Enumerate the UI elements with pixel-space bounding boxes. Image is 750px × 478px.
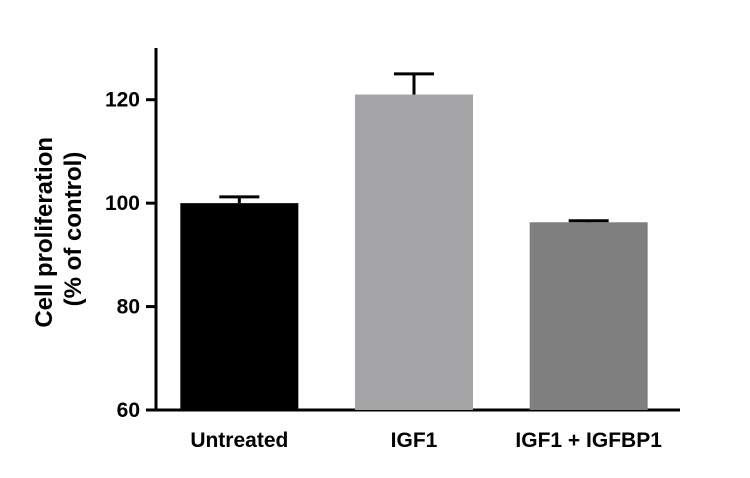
y-axis-title: Cell proliferation (% of control) bbox=[31, 130, 87, 327]
error-bars bbox=[219, 72, 609, 223]
bar bbox=[529, 222, 648, 410]
error-bar bbox=[568, 219, 609, 223]
y-ticks: 60 80 100 120 bbox=[105, 89, 156, 422]
category-label: IGF1 bbox=[391, 429, 438, 452]
bar bbox=[355, 94, 473, 411]
y-axis-title-line-1: Cell proliferation bbox=[31, 137, 58, 328]
error-bar bbox=[394, 72, 434, 95]
error-bar bbox=[219, 195, 260, 204]
category-labels: Untreated IGF1 IGF1 + IGFBP1 bbox=[190, 429, 662, 452]
category-label: Untreated bbox=[190, 429, 288, 452]
bars bbox=[180, 94, 648, 411]
y-tick-label: 60 bbox=[117, 399, 140, 422]
category-label: IGF1 + IGFBP1 bbox=[515, 429, 662, 452]
y-tick-label: 100 bbox=[105, 192, 140, 215]
y-tick-label: 80 bbox=[117, 296, 140, 319]
bar bbox=[180, 203, 299, 410]
y-tick-label: 120 bbox=[105, 89, 140, 112]
y-axis-title-line-2: (% of control) bbox=[60, 152, 87, 307]
